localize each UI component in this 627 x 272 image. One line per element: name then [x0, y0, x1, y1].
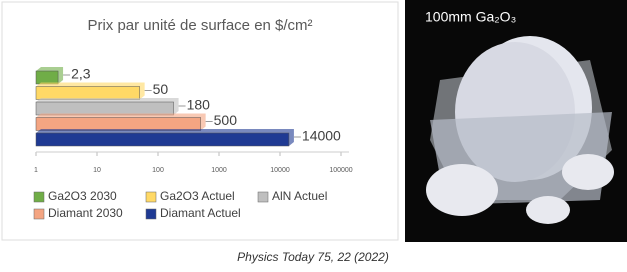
legend-label: Diamant Actuel	[160, 206, 241, 220]
legend-swatch	[34, 209, 44, 219]
value-label: 50	[153, 81, 169, 97]
value-label: 14000	[302, 128, 341, 144]
legend-swatch	[146, 209, 156, 219]
bar	[36, 102, 174, 115]
legend-label: Ga2O3 2030	[48, 189, 117, 203]
legend-swatch	[258, 192, 268, 202]
bar	[36, 87, 140, 100]
chart-title: Prix par unité de surface en $/cm²	[87, 17, 312, 34]
value-label: 2,3	[71, 66, 91, 82]
legend-label: AlN Actuel	[272, 189, 327, 203]
x-tick-label: 1000	[211, 167, 227, 174]
x-tick-label: 1	[34, 167, 38, 174]
legend-swatch	[34, 192, 44, 202]
value-label: 500	[214, 112, 238, 128]
bar	[36, 133, 289, 146]
small-wafer	[526, 196, 570, 224]
x-tick-label: 10000	[270, 167, 290, 174]
caption: Physics Today 75, 22 (2022)	[237, 250, 389, 264]
small-wafer	[426, 164, 498, 216]
legend-label: Ga2O3 Actuel	[160, 189, 235, 203]
legend-label: Diamant 2030	[48, 206, 123, 220]
x-tick-label: 100000	[329, 167, 352, 174]
legend-swatch	[146, 192, 156, 202]
value-label: 180	[187, 97, 211, 113]
x-tick-label: 10	[93, 167, 101, 174]
photo-label: 100mm Ga₂O₃	[425, 9, 516, 25]
bar	[36, 118, 201, 131]
small-wafer	[562, 154, 614, 190]
photo: 100mm Ga₂O₃	[405, 0, 627, 242]
figure: Prix par unité de surface en $/cm² 100mm…	[0, 0, 627, 272]
x-tick-label: 100	[152, 167, 164, 174]
bar	[36, 71, 58, 84]
